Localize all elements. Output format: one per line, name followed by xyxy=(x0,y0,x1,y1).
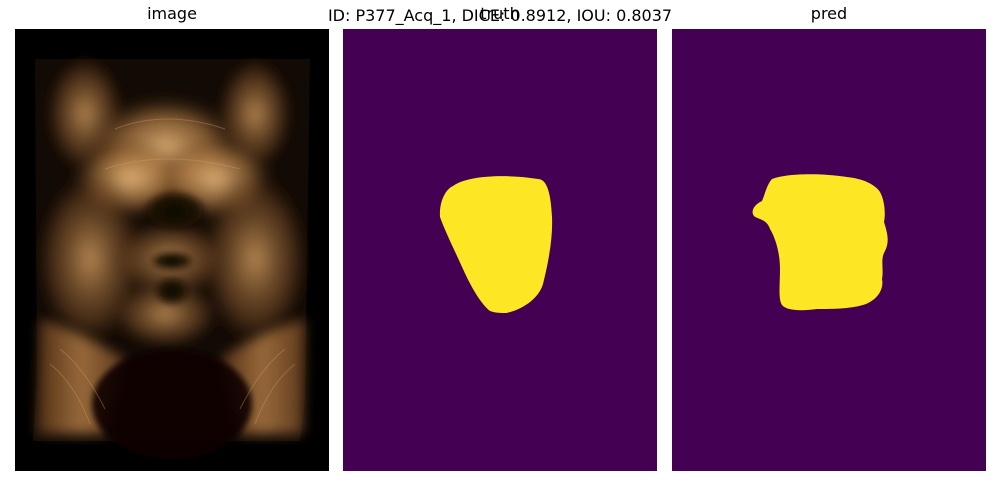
ultrasound-image-panel xyxy=(15,29,329,471)
panel-title-image: image xyxy=(147,4,197,23)
truth-mask-panel xyxy=(343,29,657,471)
pred-mask-region xyxy=(752,174,888,311)
truth-mask-region xyxy=(439,176,553,313)
pred-mask-panel xyxy=(672,29,986,471)
panel-title-truth: truth xyxy=(480,4,520,23)
figure-suptitle: ID: P377_Acq_1, DICE: 0.8912, IOU: 0.803… xyxy=(327,6,673,25)
panel-title-pred: pred xyxy=(810,4,848,23)
pred-mask xyxy=(672,29,986,471)
ultrasound-image xyxy=(15,29,329,471)
truth-mask xyxy=(343,29,657,471)
